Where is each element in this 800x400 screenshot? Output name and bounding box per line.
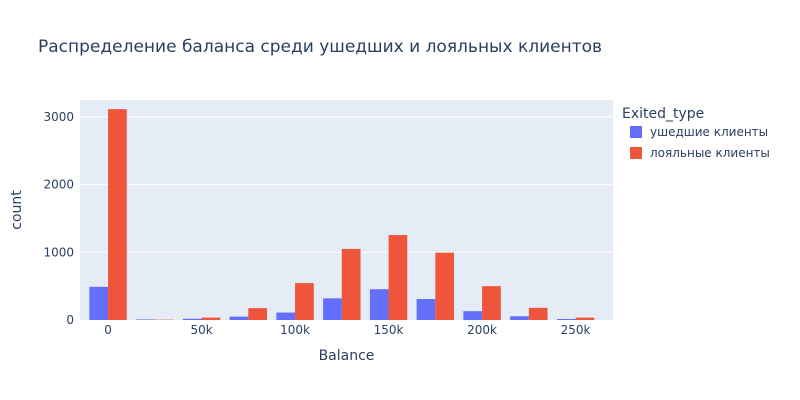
bar-loyal	[435, 252, 455, 320]
bar-loyal	[248, 308, 268, 320]
x-tick-label: 100k	[280, 323, 310, 337]
bar-churned	[510, 316, 529, 320]
bar-loyal	[341, 248, 361, 320]
y-tick-label: 0	[66, 313, 74, 327]
legend-item[interactable]: лояльные клиенты	[630, 146, 770, 160]
bar-churned	[416, 299, 436, 320]
y-tick-label: 3000	[43, 110, 74, 124]
bar-loyal	[295, 283, 314, 320]
legend-swatch	[630, 147, 642, 159]
bar-loyal	[528, 307, 548, 320]
legend: Exited_type ушедшие клиенты лояльные клие…	[622, 106, 770, 160]
bar-churned	[276, 312, 296, 320]
x-tick-label: 200k	[467, 323, 497, 337]
bar-churned	[229, 316, 249, 320]
x-axis-label: Balance	[319, 348, 375, 364]
legend-swatch	[630, 126, 642, 138]
chart-title: Распределение баланса среди ушедших и ло…	[38, 37, 602, 57]
bar-churned	[89, 286, 109, 320]
bar-loyal	[201, 317, 221, 320]
x-tick-label: 250k	[561, 323, 591, 337]
y-axis-ticks: 0 1000 2000 3000	[43, 110, 74, 327]
bar-loyal	[388, 235, 408, 320]
legend-label: лояльные клиенты	[650, 146, 770, 160]
bar-loyal	[482, 286, 501, 320]
bar-churned	[369, 289, 389, 320]
x-axis-ticks: 0 50k 100k 150k 200k 250k	[104, 323, 590, 337]
legend-label: ушедшие клиенты	[650, 125, 768, 139]
bar-churned	[136, 319, 155, 320]
legend-title: Exited_type	[622, 106, 704, 122]
y-tick-label: 2000	[43, 178, 74, 192]
x-tick-label: 150k	[374, 323, 404, 337]
y-tick-label: 1000	[43, 245, 74, 259]
x-tick-label: 50k	[190, 323, 212, 337]
x-tick-label: 0	[104, 323, 112, 337]
bar-churned	[463, 311, 483, 320]
bar-churned	[323, 298, 342, 320]
bar-loyal	[575, 317, 595, 320]
bar-churned	[182, 318, 202, 320]
bar-churned	[556, 318, 576, 320]
bar-loyal	[108, 109, 127, 320]
bars	[89, 109, 595, 320]
legend-item[interactable]: ушедшие клиенты	[630, 125, 768, 139]
y-axis-label: count	[9, 190, 25, 230]
